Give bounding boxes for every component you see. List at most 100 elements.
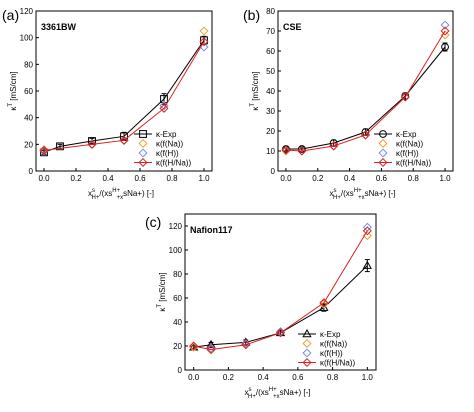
data-point — [319, 302, 329, 311]
legend-marker — [378, 138, 388, 149]
x-tick-label: 0.8 — [166, 174, 178, 183]
label-part: ) [-] — [142, 189, 154, 198]
label-part: s — [123, 189, 127, 198]
label-part: [mS/cm] — [9, 71, 18, 103]
y-tick-label: 20 — [266, 127, 275, 136]
data-point — [275, 328, 286, 338]
legend-label: κ-Exp — [156, 130, 177, 139]
panel-label: (b) — [243, 7, 260, 23]
data-point — [159, 103, 169, 113]
y-tick-label: 80 — [24, 60, 33, 69]
x-tick-label: 0.4 — [258, 373, 270, 382]
label-part: T — [157, 304, 163, 308]
legend-label: κ(f(H/Na)) — [320, 359, 355, 368]
data-point — [241, 339, 251, 349]
label-part: H+ — [248, 394, 256, 400]
data-point — [362, 260, 372, 269]
chart-panel-1: 0.0 0.2 0.4 0.6 0.8 1.0 0 20 40 60 80 100 120(a) 3361… — [2, 7, 213, 201]
x-tick-label: 0.6 — [134, 174, 146, 183]
x-tick-label: 1.0 — [362, 373, 374, 382]
series-1 — [282, 42, 449, 153]
label-part: s — [365, 189, 369, 198]
data-point — [206, 345, 216, 355]
y-tick-label: 20 — [173, 342, 182, 351]
legend-label: κ(f(Na)) — [396, 140, 423, 149]
y-axis-label: κT [mS/cm] — [157, 272, 167, 311]
data-point — [440, 26, 450, 36]
label-part: [mS/cm] — [251, 71, 260, 103]
chart-panel-2: 0.0 0.2 0.4 0.6 0.8 1.0 0 10 20 30 40 50 60 70 80 (b) CS… — [243, 7, 454, 201]
legend-marker — [379, 130, 387, 138]
series-line — [285, 46, 446, 150]
data-point — [199, 37, 209, 47]
plot-frame — [35, 10, 213, 172]
data-point — [440, 30, 450, 40]
y-tick-label: 0 — [271, 167, 276, 176]
legend-marker — [302, 328, 312, 338]
series-4 — [281, 26, 450, 156]
x-tick-label: 0.2 — [70, 174, 82, 183]
data-point — [189, 341, 199, 351]
x-tick-label: 1.0 — [439, 174, 451, 183]
y-tick-label: 20 — [24, 140, 33, 149]
x-tick-label: 0.6 — [376, 174, 388, 183]
data-point — [275, 327, 286, 337]
legend-marker — [302, 338, 312, 349]
x-axis-label: xs H+/(xsH+ +xsNa+) [-] — [245, 387, 311, 400]
legend-label: κ(f(H/Na)) — [396, 159, 431, 168]
legend-label: κ(f(Na)) — [320, 340, 347, 349]
x-tick-label: 0.0 — [188, 373, 200, 382]
y-tick-label: 40 — [173, 318, 182, 327]
label-part: s — [92, 188, 95, 194]
label-part: T — [250, 103, 256, 107]
chart-title: CSE — [283, 22, 302, 32]
legend-label: κ(f(Na)) — [156, 140, 183, 149]
y-tick-label: 60 — [266, 47, 275, 56]
legend-label: κ(f(H)) — [396, 149, 419, 158]
data-point — [241, 340, 251, 350]
label-part: s — [249, 387, 252, 393]
x-tick-label: 1.0 — [198, 174, 210, 183]
legend-marker — [138, 138, 148, 149]
data-point — [297, 145, 306, 153]
data-point — [400, 92, 410, 102]
data-point — [319, 298, 329, 308]
series-line — [43, 41, 205, 151]
label-part: κ — [251, 106, 260, 111]
label-part: +x — [358, 195, 365, 201]
data-point — [56, 142, 64, 151]
y-tick-label: 120 — [20, 7, 34, 16]
y-tick-label: 0 — [29, 167, 34, 176]
label-part: s — [334, 188, 337, 194]
data-point — [281, 145, 291, 155]
legend-marker — [139, 130, 147, 138]
legend-marker — [302, 348, 312, 358]
y-tick-label: 80 — [266, 7, 275, 16]
label-part: x — [245, 388, 249, 397]
y-tick-label: 30 — [266, 107, 275, 116]
y-axis-label: κT [mS/cm] — [250, 71, 260, 110]
y-axis-label: κT [mS/cm] — [8, 71, 18, 110]
label-part: κ — [9, 106, 18, 111]
label-part: ) [-] — [384, 189, 396, 198]
legend-marker — [378, 157, 388, 168]
data-point — [297, 146, 307, 156]
legend-marker — [302, 357, 312, 368]
series-1 — [40, 35, 208, 157]
label-part: s — [108, 189, 112, 198]
label-part: H+ — [112, 188, 120, 194]
label-part: H+ — [269, 387, 277, 393]
chart-title: 3361BW — [41, 22, 77, 32]
x-tick-label: 0.0 — [38, 174, 50, 183]
y-tick-label: 120 — [169, 222, 183, 231]
legend-label: κ(f(H/Na)) — [156, 159, 191, 168]
data-point — [119, 135, 129, 145]
data-point — [441, 43, 449, 51]
chart-title: Nafion117 — [190, 225, 233, 235]
panel-label: (c) — [145, 214, 161, 230]
y-tick-label: 40 — [24, 114, 33, 123]
legend-label: κ-Exp — [396, 130, 417, 139]
